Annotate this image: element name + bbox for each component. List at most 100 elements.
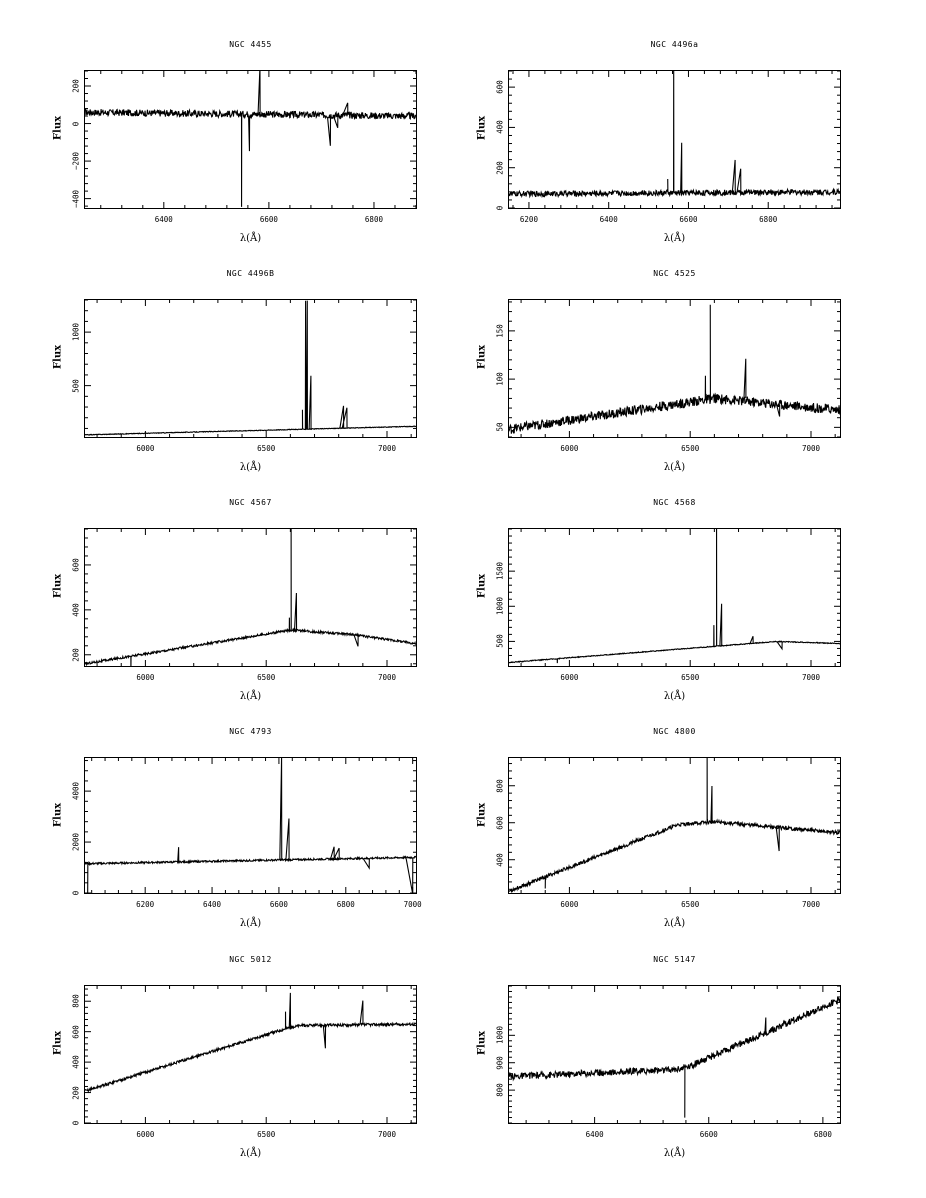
y-tick-label: 100 [495, 372, 505, 386]
plot-area [508, 299, 841, 438]
x-tick-label: 6800 [336, 900, 355, 909]
y-axis-label: Flux [52, 574, 64, 599]
x-axis-label: λ(Å) [663, 691, 686, 702]
spectrum-plot [509, 986, 840, 1123]
y-axis-label: Flux [476, 116, 488, 141]
spectrum-line [85, 300, 416, 436]
y-tick-label: 600 [71, 558, 81, 572]
y-tick-label: 200 [495, 160, 505, 175]
y-tick-label: −400 [71, 189, 81, 208]
plot-area [508, 757, 841, 894]
y-tick-label: 500 [495, 634, 505, 649]
plot-area [508, 528, 841, 667]
spectrum-line [85, 758, 416, 893]
x-axis-label: λ(Å) [239, 1148, 262, 1159]
y-tick-label: 1000 [495, 597, 505, 616]
x-tick-label: 6500 [681, 444, 700, 453]
y-tick-label: 500 [71, 378, 81, 393]
x-tick-label: 6000 [560, 900, 579, 909]
y-tick-label: 800 [71, 994, 81, 1008]
x-tick-label: 7000 [801, 673, 821, 682]
chart-title: NGC 5147 [653, 955, 696, 964]
x-tick-label: 6000 [560, 673, 579, 682]
y-tick-label: 800 [495, 778, 505, 793]
x-axis-label: λ(Å) [239, 462, 262, 473]
x-tick-label: 6800 [364, 215, 383, 224]
spectrum-line [509, 758, 840, 893]
x-tick-label: 6500 [681, 900, 700, 909]
x-tick-label: 6500 [681, 673, 700, 682]
y-tick-label: 800 [495, 1083, 505, 1097]
plot-area [508, 70, 841, 209]
y-tick-label: 400 [71, 1055, 81, 1069]
spectrum-plot [509, 758, 840, 893]
chart-title: NGC 4496a [650, 40, 699, 49]
spectrum-line [85, 992, 416, 1094]
x-tick-label: 6200 [136, 900, 155, 909]
y-tick-label: 200 [71, 647, 81, 662]
x-tick-label: 7000 [377, 1130, 397, 1139]
x-tick-label: 6500 [257, 444, 276, 453]
x-tick-label: 7000 [801, 444, 821, 453]
y-axis-label: Flux [52, 802, 64, 827]
x-tick-label: 7000 [403, 900, 422, 909]
x-tick-label: 6000 [136, 444, 155, 453]
plot-area [84, 299, 417, 438]
y-tick-label: 400 [495, 120, 505, 135]
x-tick-label: 6000 [136, 1130, 155, 1139]
plot-area [84, 757, 417, 894]
y-axis-label: Flux [476, 345, 488, 370]
plot-area [84, 528, 417, 667]
y-tick-label: 150 [495, 324, 505, 338]
y-tick-label: 600 [495, 815, 505, 830]
x-tick-label: 6000 [560, 444, 579, 453]
x-tick-label: 6000 [136, 673, 155, 682]
y-tick-label: 0 [71, 890, 81, 896]
x-axis-label: λ(Å) [663, 918, 686, 929]
spectrum-plot [85, 529, 416, 666]
chart-title: NGC 4567 [229, 498, 272, 507]
spectrum-line [509, 304, 840, 435]
y-tick-label: 1500 [495, 562, 505, 581]
chart-title: NGC 4800 [653, 727, 696, 736]
y-axis-label: Flux [52, 116, 64, 141]
x-tick-label: 6600 [269, 900, 288, 909]
x-tick-label: 6800 [759, 215, 778, 224]
spectrum-line [509, 529, 840, 664]
chart-title: NGC 4793 [229, 727, 272, 736]
x-axis-label: λ(Å) [239, 918, 262, 929]
chart-title: NGC 4568 [653, 498, 696, 507]
x-tick-label: 7000 [377, 444, 397, 453]
y-tick-label: 1000 [495, 1026, 505, 1045]
y-tick-label: 0 [71, 121, 81, 126]
y-tick-label: 600 [71, 1024, 81, 1039]
x-axis-label: λ(Å) [239, 233, 262, 244]
y-tick-label: 600 [495, 80, 505, 94]
x-tick-label: 6400 [599, 215, 618, 224]
spectrum-plot [85, 758, 416, 893]
x-tick-label: 6200 [519, 215, 538, 224]
y-axis-label: Flux [476, 1031, 488, 1056]
y-axis-label: Flux [476, 574, 488, 599]
spectrum-plot [509, 71, 840, 208]
x-tick-label: 6500 [257, 673, 276, 682]
chart-title: NGC 5012 [229, 955, 272, 964]
spectrum-line [509, 71, 840, 199]
y-tick-label: 0 [71, 1120, 81, 1126]
spectrum-line [509, 997, 840, 1118]
spectrum-plot [85, 300, 416, 437]
x-tick-label: 6400 [203, 900, 222, 909]
x-tick-label: 6400 [154, 215, 173, 224]
y-tick-label: 4000 [71, 782, 81, 801]
spectrum-line [85, 529, 416, 666]
y-axis-label: Flux [52, 1031, 64, 1056]
x-tick-label: 7000 [801, 900, 821, 909]
y-tick-label: 1000 [71, 323, 81, 342]
x-tick-label: 6600 [679, 215, 698, 224]
chart-title: NGC 4525 [653, 269, 696, 278]
y-tick-label: 200 [71, 1085, 81, 1100]
y-tick-label: 900 [495, 1055, 505, 1070]
y-tick-label: 400 [495, 852, 505, 867]
chart-title: NGC 4496B [226, 269, 275, 278]
y-tick-label: 200 [71, 79, 81, 93]
